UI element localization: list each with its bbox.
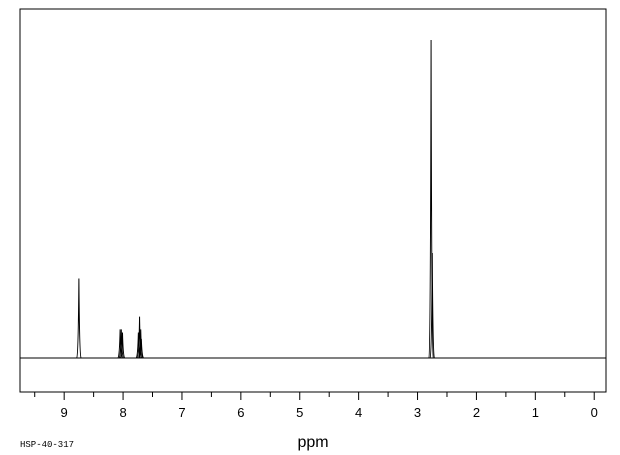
plot-frame — [19, 8, 607, 393]
spectrum-peak — [76, 278, 82, 359]
x-tick-label: 4 — [355, 405, 362, 420]
x-axis-ticks — [34, 392, 595, 400]
x-axis-title: ppm — [297, 434, 328, 451]
spectrum-peak — [136, 316, 143, 359]
sample-id-label: HSP-40-317 — [20, 440, 74, 450]
x-tick-label: 6 — [237, 405, 244, 420]
x-tick-label: 3 — [414, 405, 421, 420]
spectrum-peak — [429, 253, 435, 359]
x-tick-label: 8 — [119, 405, 126, 420]
x-tick-label: 0 — [591, 405, 598, 420]
spectrum-peak — [118, 329, 124, 359]
spectrum-peak — [138, 338, 144, 359]
spectrum-peak — [119, 332, 126, 359]
x-tick-label: 2 — [473, 405, 480, 420]
x-tick-label: 7 — [178, 405, 185, 420]
spectrum-peak — [428, 39, 434, 359]
x-tick-label: 5 — [296, 405, 303, 420]
x-tick-label: 1 — [532, 405, 539, 420]
x-axis-tick-labels: 9 8 7 6 5 4 3 2 1 0 — [61, 405, 598, 420]
spectrum-trace — [76, 39, 435, 359]
x-tick-label: 9 — [61, 405, 68, 420]
